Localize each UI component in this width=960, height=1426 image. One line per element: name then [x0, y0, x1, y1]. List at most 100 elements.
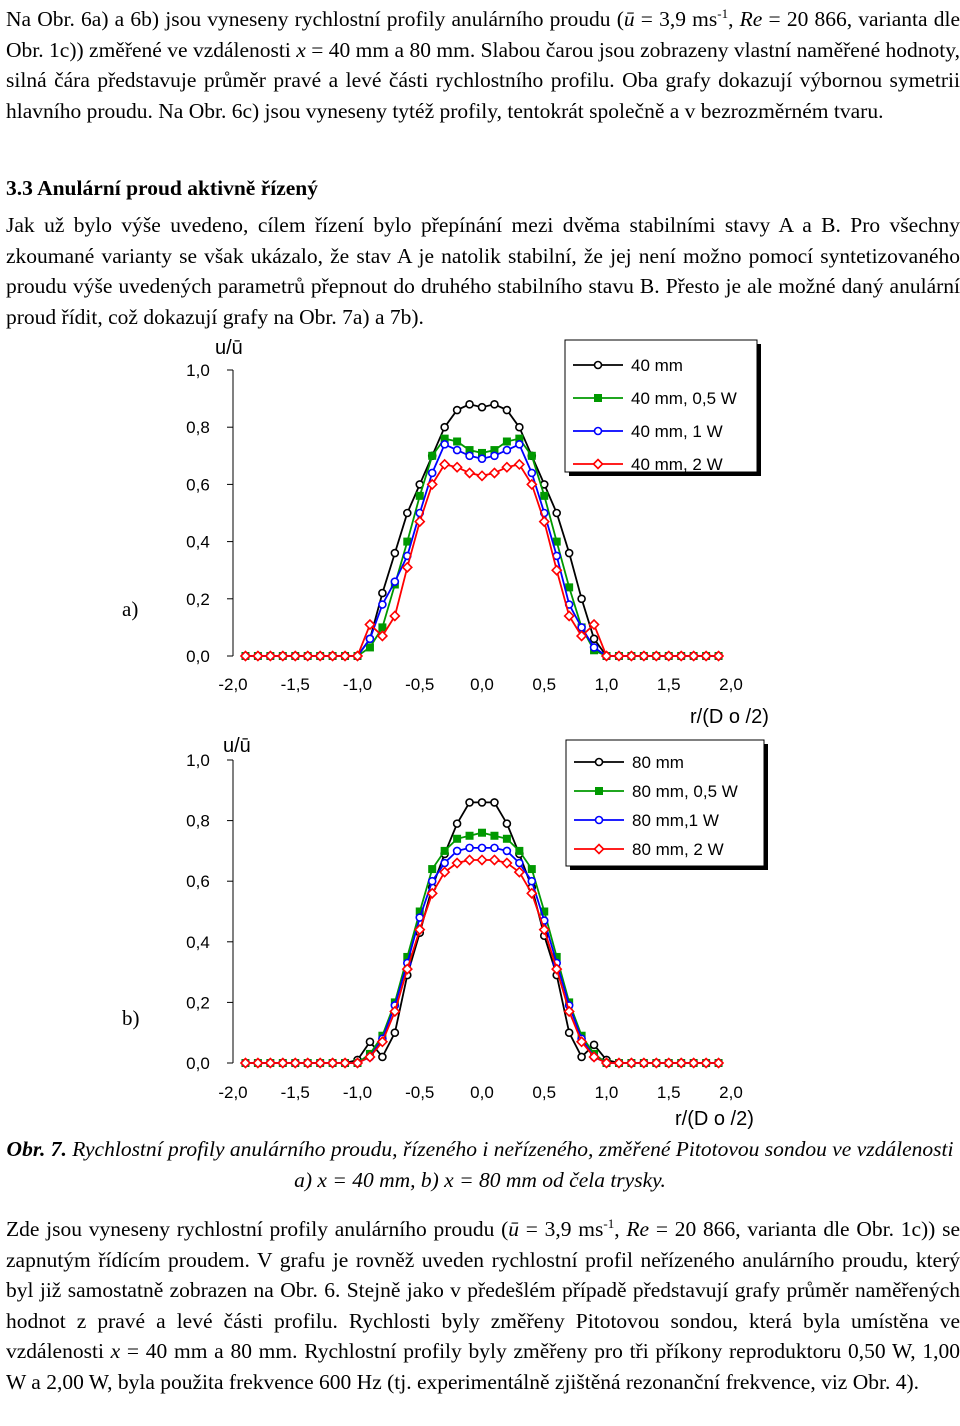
data-point — [428, 451, 437, 460]
data-point — [364, 1051, 376, 1063]
x-tick-label: 0,5 — [532, 675, 556, 694]
data-point — [465, 451, 474, 461]
data-point — [427, 876, 437, 886]
data-point — [389, 1005, 401, 1018]
data-point — [513, 458, 525, 471]
data-point — [600, 1057, 613, 1069]
data-point — [289, 650, 301, 662]
data-point — [577, 594, 586, 604]
y-tick-label: 1,0 — [186, 361, 210, 380]
x-tick-label: -1,0 — [343, 1083, 372, 1102]
data-point — [688, 650, 700, 662]
data-point — [565, 583, 574, 592]
data-point — [563, 610, 575, 622]
data-point — [589, 643, 599, 652]
x-axis-label: r/(D o /2) — [690, 706, 769, 728]
data-point — [477, 843, 487, 853]
legend-marker — [593, 426, 603, 436]
data-point — [277, 1057, 289, 1069]
data-point — [477, 402, 487, 412]
figure-caption: Obr. 7. Rychlostní profily anulárního pr… — [0, 1134, 960, 1195]
legend-marker — [594, 815, 604, 825]
data-point — [403, 537, 412, 546]
legend-entry: 80 mm, 0,5 W — [632, 782, 738, 801]
x-tick-label: -1,0 — [343, 675, 372, 694]
text-run: Zde jsou vyneseny rychlostní profily anu… — [6, 1217, 509, 1241]
data-point — [501, 461, 513, 473]
x-tick-label: -0,5 — [405, 1083, 434, 1102]
data-point — [552, 537, 561, 546]
data-point — [513, 866, 525, 878]
x-tick-label: 1,0 — [595, 675, 619, 694]
text-run: x — [296, 37, 306, 62]
x-tick-label: 1,5 — [657, 1083, 681, 1102]
x-tick-label: 0,0 — [470, 675, 494, 694]
data-point — [376, 630, 389, 642]
x-tick-label: 1,5 — [657, 675, 681, 694]
data-point — [414, 924, 426, 936]
data-point — [314, 650, 326, 662]
data-point — [490, 400, 499, 409]
data-point — [502, 834, 511, 843]
data-point — [564, 548, 574, 558]
data-point — [351, 1057, 364, 1069]
data-point — [515, 422, 524, 432]
data-point — [638, 650, 650, 662]
data-point — [688, 1057, 700, 1069]
data-point — [401, 963, 413, 975]
data-point — [239, 1057, 252, 1069]
data-point — [452, 445, 462, 455]
y-tick-label: 0,0 — [186, 647, 210, 666]
text-run: ū — [508, 1217, 520, 1241]
data-point — [675, 1057, 687, 1069]
data-point — [465, 798, 474, 807]
data-point — [700, 650, 712, 662]
data-point — [515, 858, 524, 868]
data-point — [490, 451, 499, 461]
legend-entry: 40 mm, 1 W — [631, 422, 723, 441]
data-point — [453, 834, 462, 843]
data-point — [527, 865, 536, 874]
y-tick-label: 0,4 — [186, 933, 210, 952]
data-point — [264, 1057, 276, 1069]
y-axis-label: u/ū — [223, 735, 251, 757]
legend-entry: 40 mm, 2 W — [631, 455, 723, 474]
data-point — [402, 508, 412, 518]
data-point — [551, 963, 563, 975]
data-point — [488, 854, 501, 866]
chart-a: 0,0 0,2 0,4 0,6 0,8 1,0 -2,0 -1,5 -1,0 -0,5 0,0 0,5… — [0, 330, 960, 730]
data-point — [588, 1051, 600, 1063]
data-point — [663, 650, 675, 662]
legend-marker — [594, 394, 602, 402]
series-line — [245, 847, 719, 1064]
intro-paragraph: Na Obr. 6a) a 6b) jsou vyneseny rychlost… — [6, 4, 960, 126]
data-point — [452, 846, 462, 856]
data-point — [502, 819, 512, 828]
data-point — [440, 422, 449, 432]
legend-entry: 80 mm — [632, 753, 684, 772]
chart-b: 0,0 0,2 0,4 0,6 0,8 1,0 -2,0 -1,5 -1,0 -0,5 0,0 0,5… — [0, 730, 960, 1130]
data-point — [414, 515, 426, 528]
y-tick-label: 1,0 — [186, 751, 210, 770]
data-point — [712, 650, 725, 662]
data-point — [577, 1052, 586, 1062]
data-point — [465, 400, 474, 409]
data-point — [613, 650, 625, 662]
series-4 — [239, 854, 725, 1069]
data-point — [440, 846, 449, 855]
text-run: = 40 mm a 80 mm. Slabou čarou jsou zobra… — [6, 37, 960, 123]
data-point — [426, 478, 438, 491]
y-tick-label: 0,2 — [186, 993, 210, 1012]
data-point — [712, 1057, 725, 1069]
data-point — [502, 846, 512, 856]
data-point — [451, 461, 463, 473]
text-run: , — [614, 1217, 627, 1241]
legend-entry: 40 mm, 0,5 W — [631, 389, 737, 408]
data-point — [575, 630, 588, 642]
data-point — [515, 846, 524, 855]
data-point — [490, 843, 499, 853]
data-point — [239, 650, 252, 662]
data-point — [252, 650, 264, 662]
caption-label: Obr. 7. — [6, 1137, 67, 1161]
text-run: Re — [739, 7, 763, 31]
